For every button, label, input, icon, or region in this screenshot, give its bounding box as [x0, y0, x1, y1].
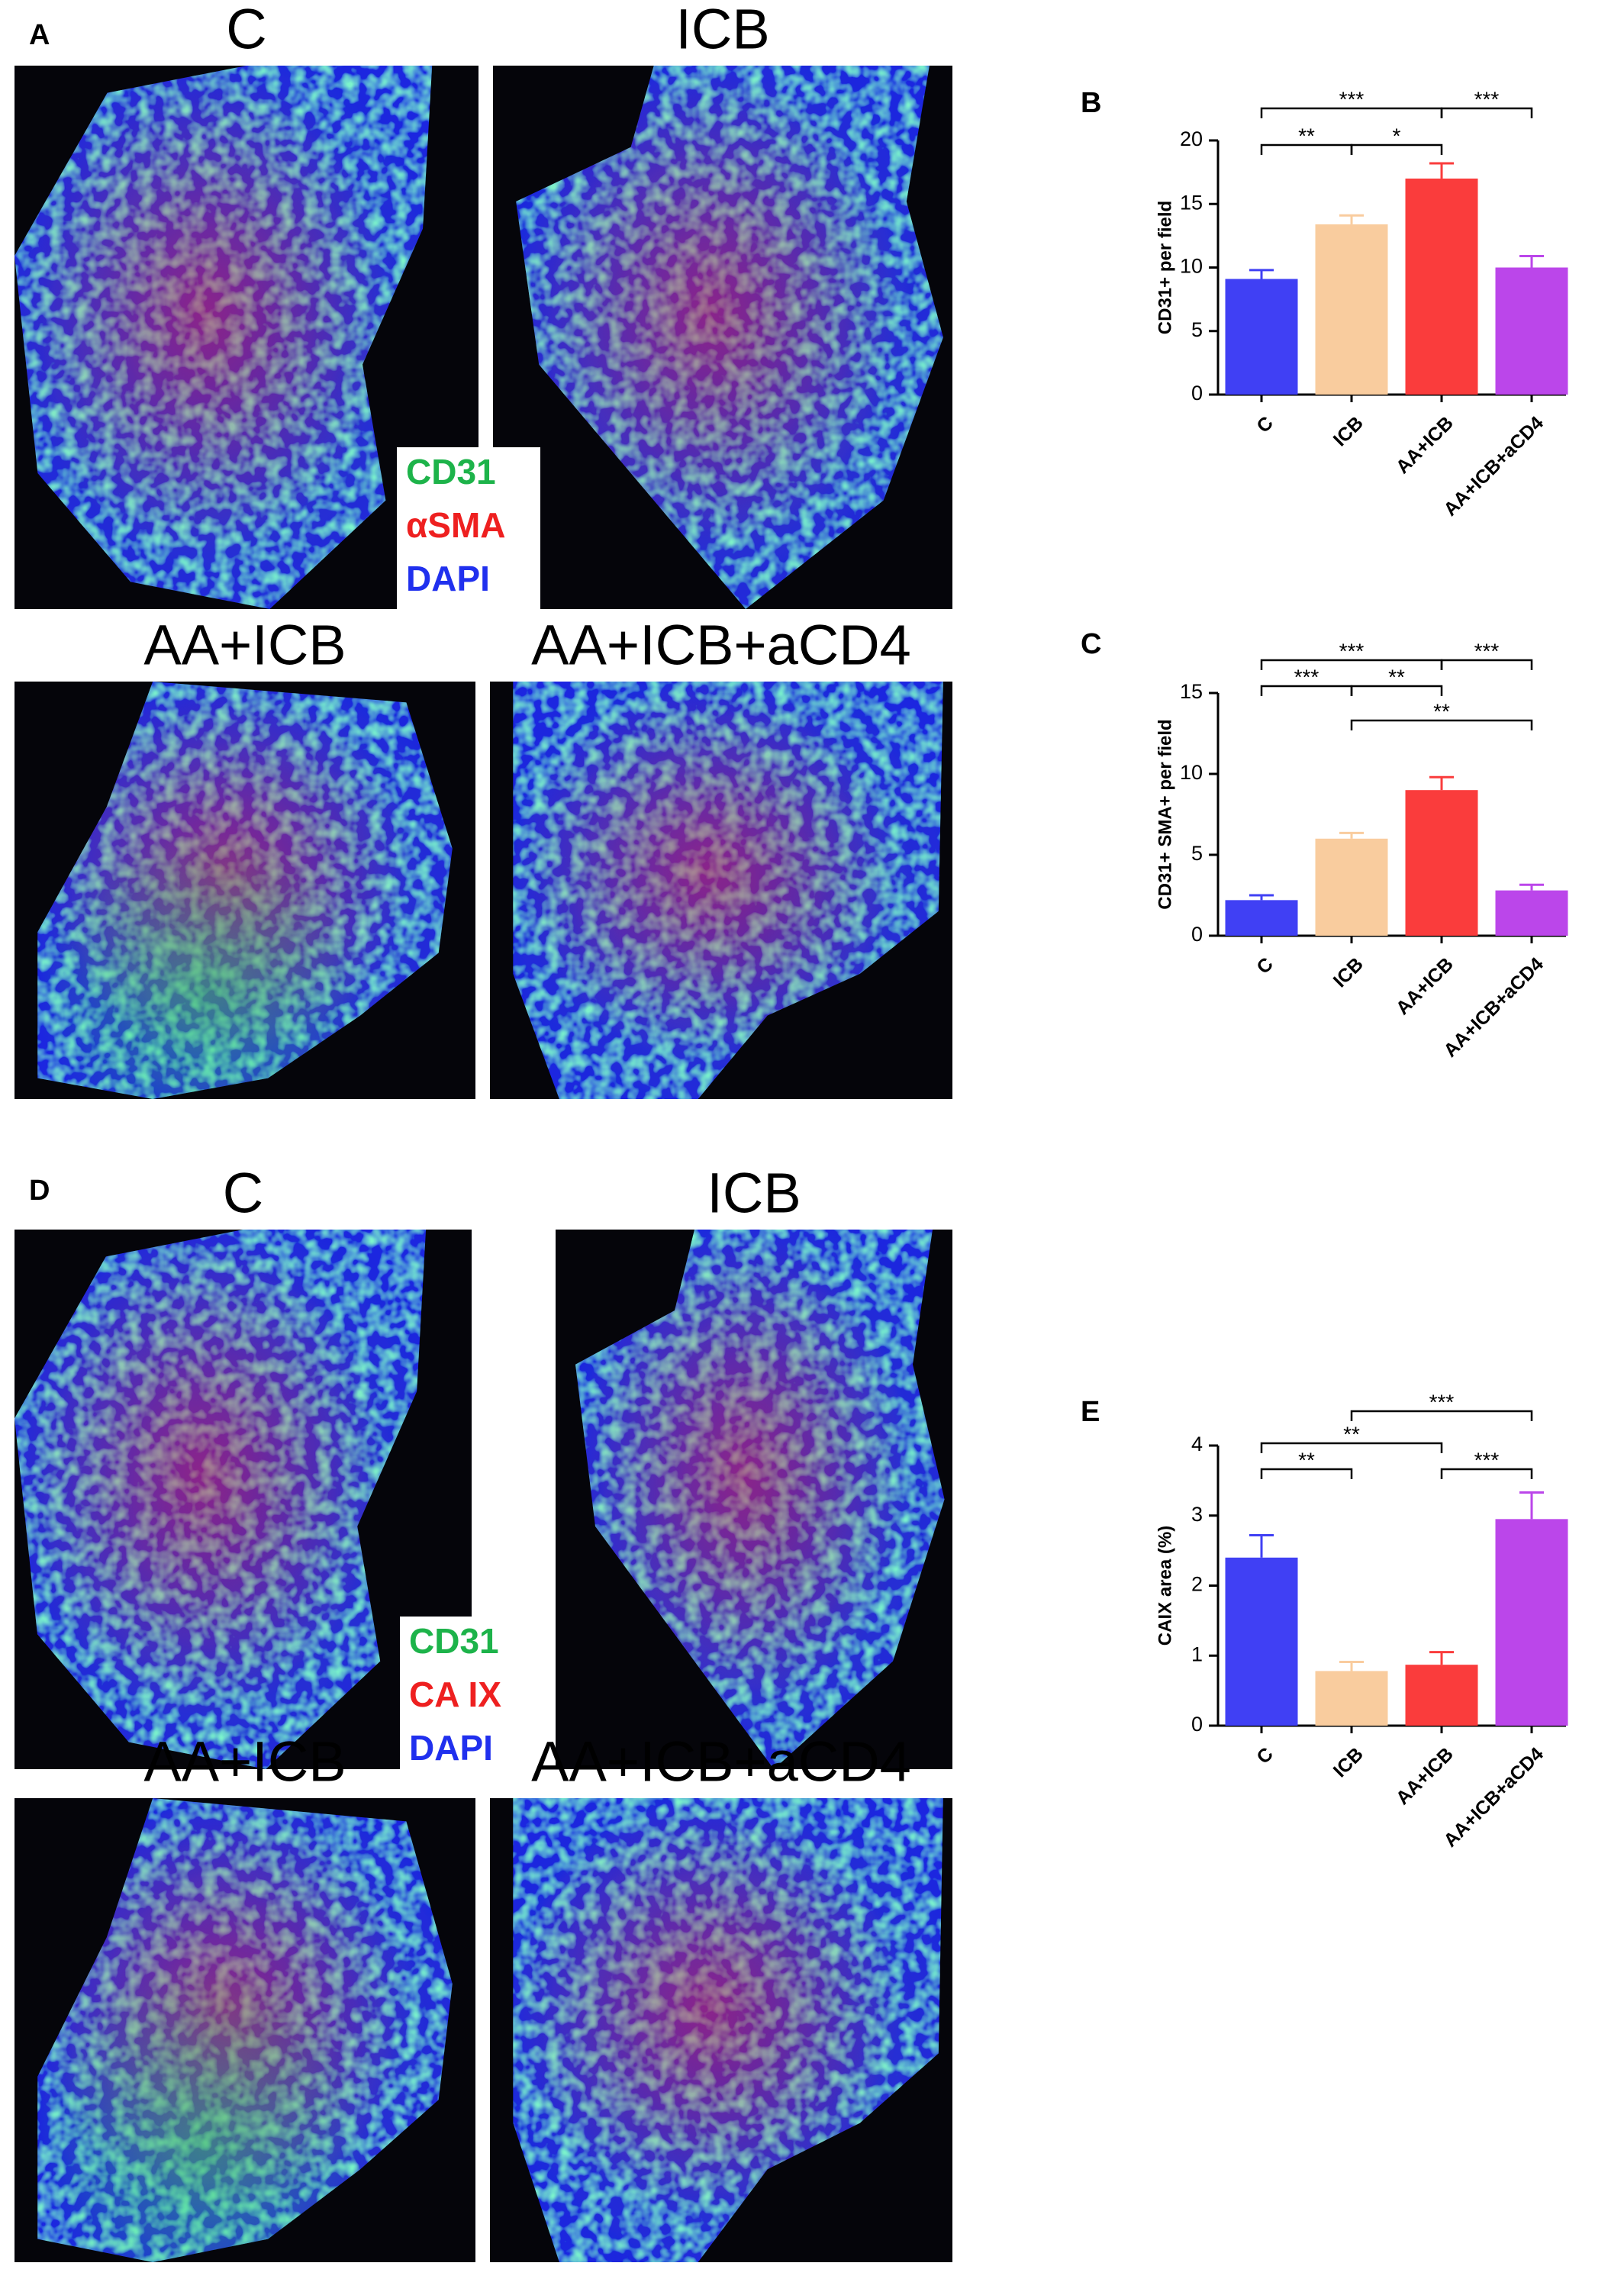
legend-entry: CD31 — [409, 1621, 499, 1661]
x-tick-label: ICB — [1329, 412, 1368, 450]
legend-box — [400, 1617, 531, 1769]
legend-entry: CD31 — [406, 452, 496, 492]
bar — [1315, 838, 1388, 936]
y-axis-label: CD31+ per field — [1155, 201, 1175, 334]
panel-label: A — [29, 19, 50, 51]
panel-label: B — [1081, 87, 1101, 119]
bar — [1315, 224, 1388, 395]
significance-label: ** — [1388, 665, 1405, 688]
significance-bracket — [1260, 1468, 1353, 1479]
significance-label: * — [1393, 124, 1401, 147]
x-tick-label: AA+ICB — [1392, 953, 1458, 1019]
significance-bracket — [1440, 1468, 1533, 1479]
bar — [1495, 267, 1568, 395]
significance-label: *** — [1474, 639, 1500, 662]
x-tick-label: C — [1252, 1743, 1278, 1768]
bar — [1405, 1665, 1478, 1726]
significance-label: *** — [1339, 87, 1365, 111]
bar — [1315, 1671, 1388, 1726]
image-title: C — [223, 1162, 263, 1225]
image-title: AA+ICB+aCD4 — [531, 614, 911, 677]
x-tick-label: AA+ICB — [1392, 412, 1458, 478]
legend-box — [397, 447, 540, 611]
x-tick-label: ICB — [1329, 953, 1368, 991]
significance-label: *** — [1474, 87, 1500, 111]
significance-bracket — [1350, 143, 1443, 155]
tissue-red-stain — [513, 1798, 943, 2262]
image-title: AA+ICB+aCD4 — [531, 1730, 911, 1794]
y-tick-label: 15 — [1180, 680, 1203, 703]
y-tick-label: 0 — [1191, 923, 1203, 946]
y-tick-label: 5 — [1191, 318, 1203, 341]
significance-bracket — [1260, 1442, 1443, 1453]
bar — [1225, 279, 1298, 395]
y-axis-label: CAIX area (%) — [1155, 1526, 1175, 1646]
significance-bracket — [1440, 659, 1533, 670]
significance-bracket — [1350, 685, 1443, 696]
tissue-red-stain — [14, 1230, 427, 1769]
y-tick-label: 20 — [1180, 127, 1203, 150]
x-tick-label: ICB — [1329, 1743, 1368, 1781]
x-tick-label: AA+ICB — [1392, 1743, 1458, 1809]
y-tick-label: 3 — [1191, 1503, 1203, 1526]
y-tick-label: 2 — [1191, 1573, 1203, 1596]
legend-entry: CA IX — [409, 1675, 501, 1714]
tissue-green-stain — [37, 682, 453, 1099]
significance-label: *** — [1429, 1390, 1455, 1413]
y-tick-label: 4 — [1191, 1433, 1203, 1455]
image-title: AA+ICB — [143, 1730, 346, 1794]
tissue-red-stain — [516, 66, 943, 609]
bar — [1405, 178, 1478, 395]
x-tick-label: C — [1252, 953, 1278, 978]
significance-label: *** — [1294, 665, 1320, 688]
x-tick-label: C — [1252, 412, 1278, 437]
bar — [1405, 790, 1478, 936]
significance-label: ** — [1298, 1448, 1315, 1472]
bar — [1225, 1557, 1298, 1726]
significance-label: *** — [1339, 639, 1365, 662]
image-title: ICB — [675, 0, 769, 61]
significance-bracket — [1440, 107, 1533, 118]
bar — [1225, 900, 1298, 936]
bar — [1495, 890, 1568, 936]
y-tick-label: 10 — [1180, 761, 1203, 784]
tissue-red-stain — [14, 66, 433, 609]
y-axis-label: CD31+ SMA+ per field — [1155, 719, 1175, 909]
tissue-red-stain — [575, 1230, 945, 1769]
y-tick-label: 5 — [1191, 842, 1203, 865]
tissue-green-stain — [37, 1798, 453, 2262]
panel-label: E — [1081, 1396, 1100, 1428]
y-tick-label: 0 — [1191, 1713, 1203, 1736]
significance-label: ** — [1343, 1422, 1360, 1446]
panel-label: D — [29, 1175, 50, 1207]
legend-entry: DAPI — [406, 559, 490, 598]
significance-bracket — [1350, 719, 1533, 730]
image-title: AA+ICB — [143, 614, 346, 677]
significance-label: ** — [1433, 699, 1450, 723]
legend-entry: DAPI — [409, 1728, 493, 1768]
significance-label: *** — [1474, 1448, 1500, 1472]
image-title: ICB — [707, 1162, 801, 1225]
y-tick-label: 15 — [1180, 191, 1203, 214]
y-tick-label: 1 — [1191, 1642, 1203, 1665]
y-tick-label: 0 — [1191, 382, 1203, 405]
legend-entry: αSMA — [406, 505, 506, 545]
y-tick-label: 10 — [1180, 255, 1203, 278]
bar — [1495, 1519, 1568, 1726]
significance-bracket — [1350, 1410, 1533, 1421]
image-title: C — [226, 0, 266, 61]
significance-label: ** — [1298, 124, 1315, 147]
panel-label: C — [1081, 628, 1101, 660]
tissue-red-stain — [513, 682, 943, 1099]
